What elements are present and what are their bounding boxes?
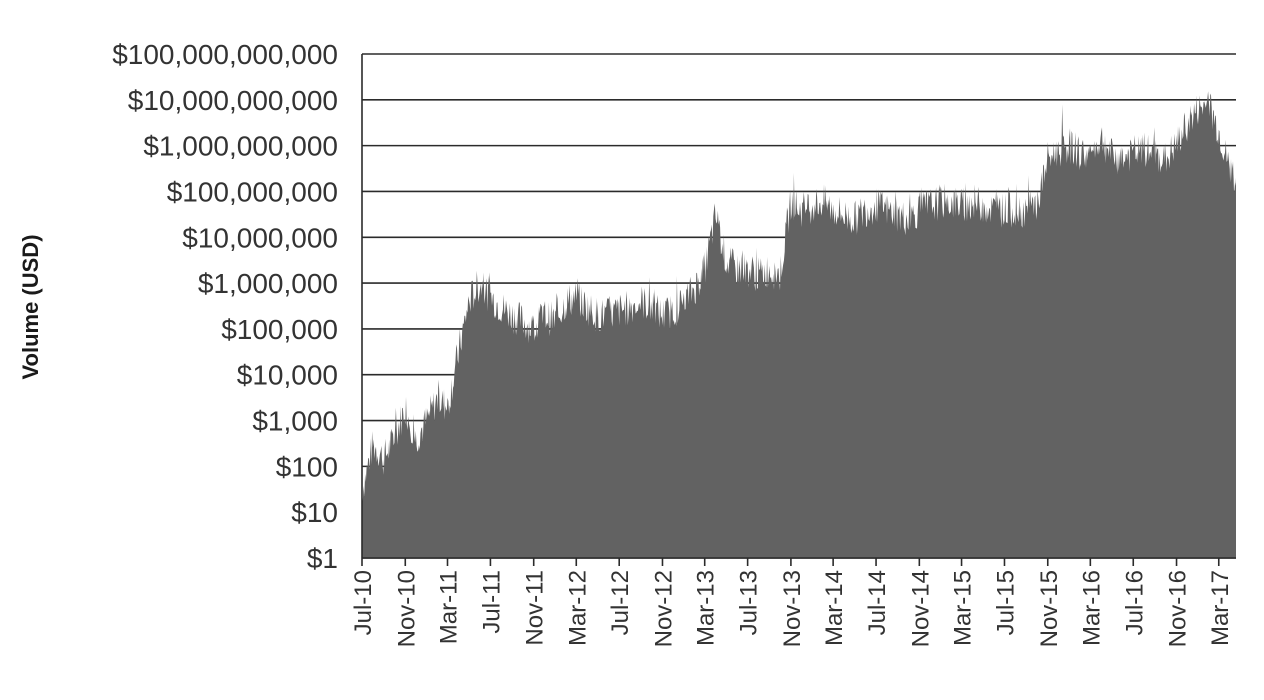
y-tick-label: $10,000,000,000 [128, 85, 338, 116]
y-tick-label: $1,000 [252, 406, 338, 437]
y-tick-label: $1,000,000 [198, 268, 338, 299]
y-tick-label: $1,000,000,000 [143, 131, 338, 162]
y-tick-label: $100,000 [221, 314, 338, 345]
x-tick-label: Mar-13 [693, 570, 720, 646]
y-tick-label: $10 [291, 497, 338, 528]
x-tick-label: Mar-15 [950, 570, 977, 646]
axes [361, 54, 1236, 566]
x-tick-label: Jul-11 [478, 570, 505, 634]
y-tick-label: $100 [276, 451, 338, 482]
x-tick-label: Mar-12 [564, 570, 591, 646]
x-tick-label: Nov-10 [393, 570, 420, 647]
y-tick-label: $10,000 [237, 360, 338, 391]
y-tick-label: $100,000,000,000 [112, 39, 338, 70]
x-tick-label: Jul-12 [607, 570, 634, 635]
y-axis-label: Volume (USD) [18, 234, 43, 379]
y-tick-labels: $1 $10 $100 $1,000 $10,000 $100,000 $1,000,000… [112, 39, 338, 574]
x-tick-label: Jul-15 [993, 570, 1020, 635]
x-tick-labels: Jul-10 Nov-10 Mar-11 Jul-11 Nov-11 Mar-12 Jul-… [350, 570, 1234, 647]
x-tick-label: Mar-17 [1207, 570, 1234, 646]
x-tick-label: Nov-12 [651, 570, 678, 647]
y-tick-label: $1 [307, 543, 338, 574]
x-tick-label: Nov-15 [1036, 570, 1063, 647]
x-tick-label: Nov-14 [907, 570, 934, 647]
x-tick-label: Jul-13 [736, 570, 763, 635]
y-tick-label: $100,000,000 [167, 176, 338, 207]
x-tick-label: Mar-14 [821, 570, 848, 646]
y-tick-label: $10,000,000 [182, 222, 338, 253]
volume-area [362, 91, 1236, 559]
x-tick-label: Mar-16 [1078, 570, 1105, 646]
x-tick-label: Jul-14 [864, 570, 891, 635]
x-tick-label: Jul-16 [1121, 570, 1148, 635]
x-tick-label: Nov-13 [779, 570, 806, 647]
x-tick-label: Jul-10 [350, 570, 377, 635]
plot-area [362, 91, 1236, 559]
x-tick-label: Nov-11 [522, 570, 549, 646]
x-tick-label: Nov-16 [1165, 570, 1192, 647]
x-tick-label: Mar-11 [436, 570, 463, 644]
